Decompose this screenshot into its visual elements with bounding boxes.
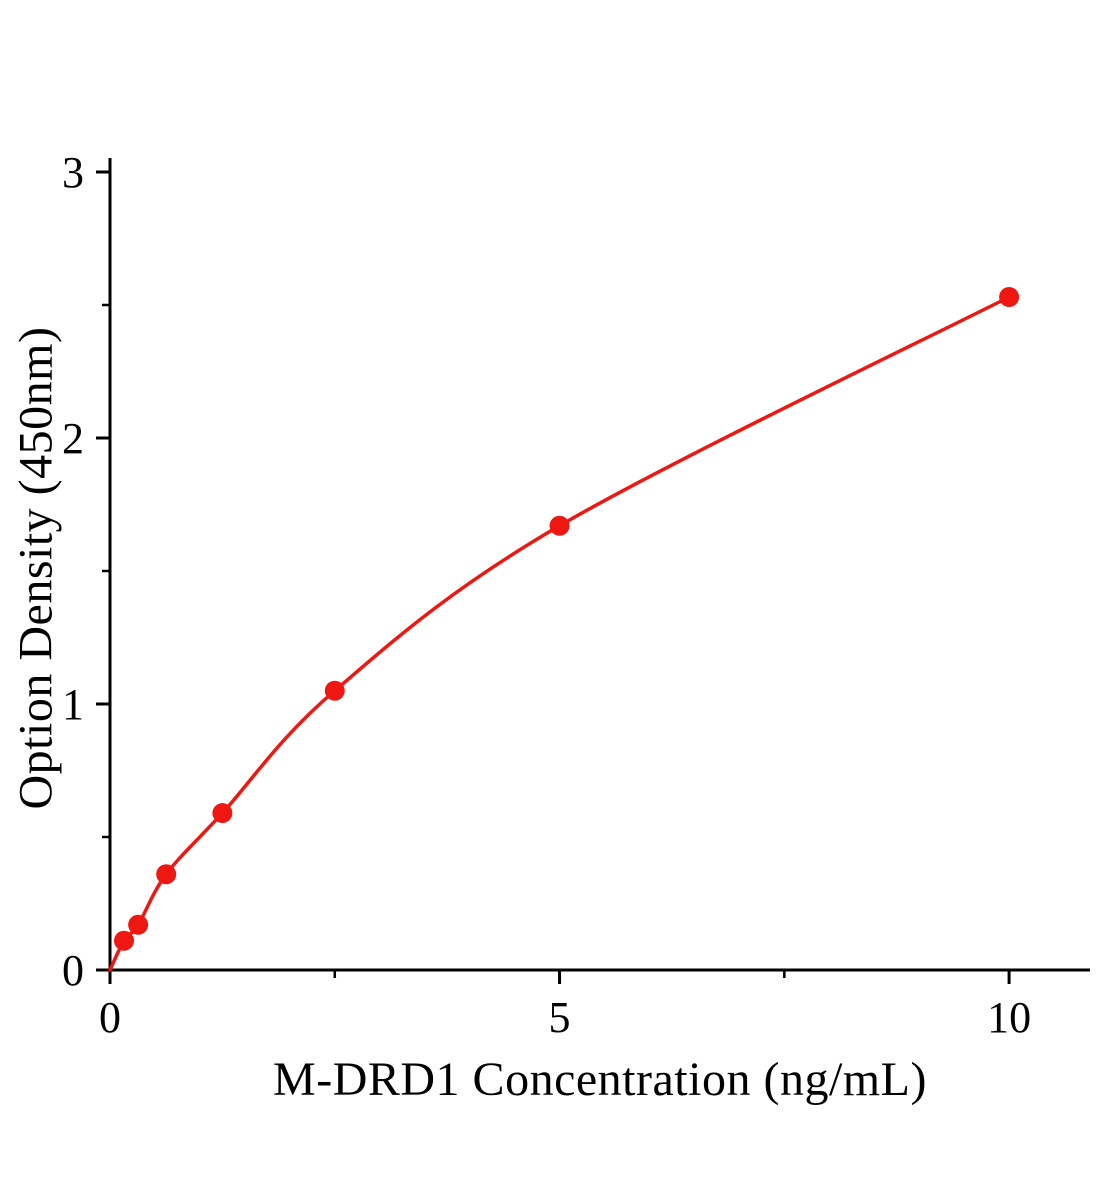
data-point-marker (999, 287, 1020, 308)
y-tick-label: 0 (62, 946, 84, 995)
data-point-marker (114, 930, 135, 951)
x-tick-label: 10 (987, 993, 1031, 1042)
x-axis-title: M-DRD1 Concentration (ng/mL) (273, 1053, 927, 1106)
y-tick-label: 2 (62, 414, 84, 463)
data-point-marker (156, 864, 177, 885)
data-point-marker (324, 680, 345, 701)
data-point-marker (128, 914, 149, 935)
x-tick-label: 5 (549, 993, 571, 1042)
standard-curve-line (108, 295, 1011, 972)
y-tick-label: 3 (62, 148, 84, 197)
y-tick-label: 1 (62, 680, 84, 729)
x-tick-label: 0 (99, 993, 121, 1042)
y-axis-title: Option Density (450nm) (9, 326, 63, 810)
data-point-marker (212, 803, 233, 824)
data-point-marker (549, 515, 570, 536)
